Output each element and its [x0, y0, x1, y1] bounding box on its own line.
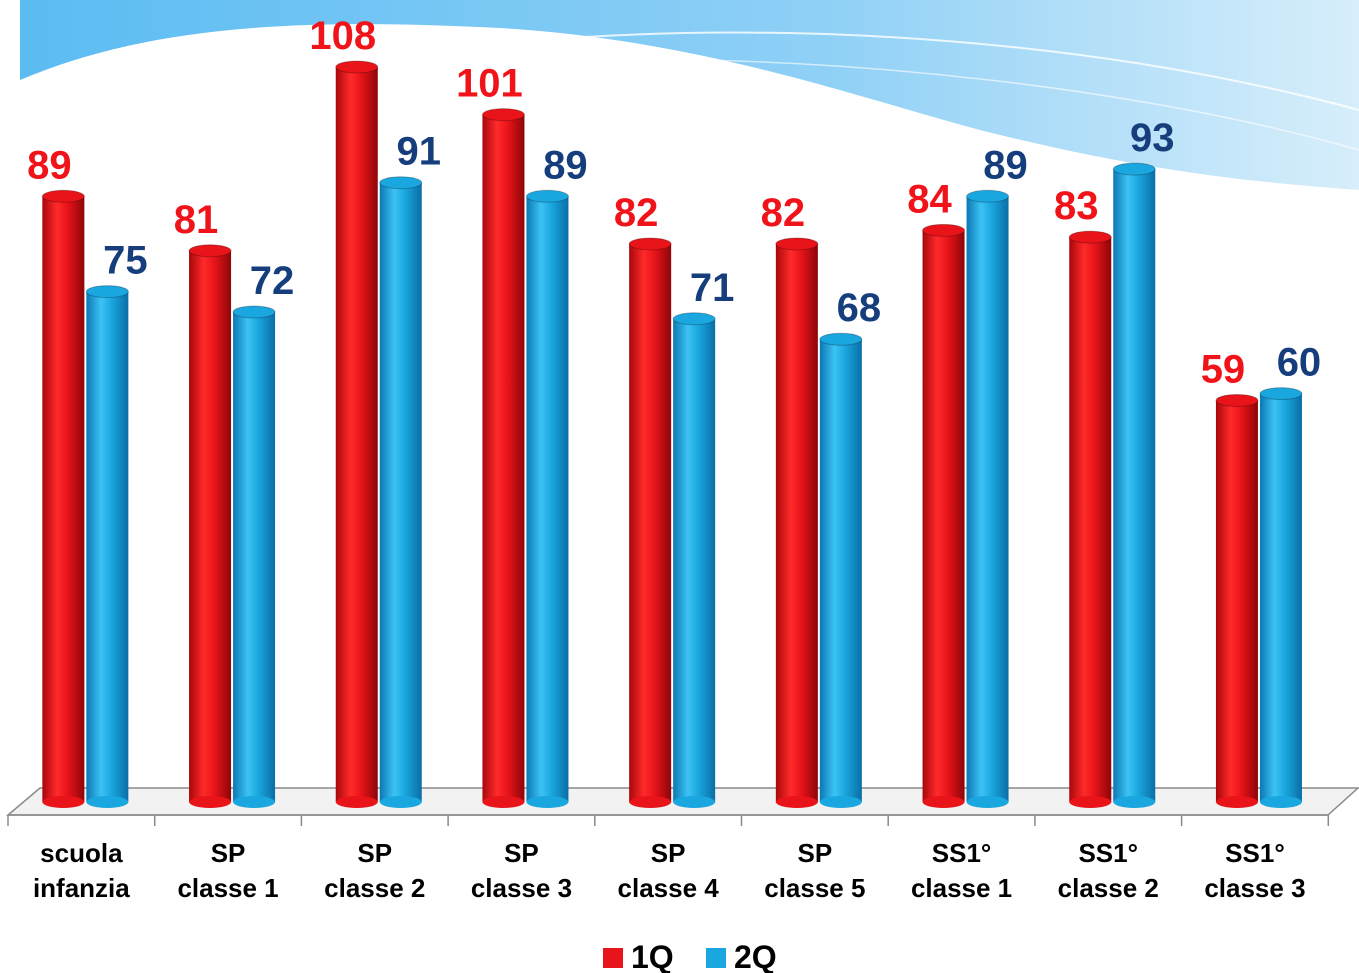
category-label-8: SS1° classe 3	[1204, 838, 1305, 903]
value-label-1Q-8: 59	[1201, 347, 1246, 391]
value-label-2Q-0: 75	[103, 239, 148, 283]
value-label-2Q-1: 72	[250, 259, 295, 303]
bar-1Q-4	[628, 237, 672, 808]
value-label-2Q-8: 60	[1277, 341, 1322, 385]
value-label-1Q-2: 108	[309, 14, 376, 58]
value-label-1Q-6: 84	[907, 177, 952, 221]
bar-2Q-4	[672, 312, 716, 808]
legend-swatch-2Q	[706, 948, 726, 968]
bar-2Q-8	[1259, 387, 1303, 808]
bar-1Q-8	[1215, 393, 1259, 808]
bar-1Q-2	[335, 60, 379, 808]
bar-2Q-2	[379, 176, 423, 808]
value-label-1Q-5: 82	[761, 191, 806, 235]
value-label-1Q-1: 81	[174, 198, 219, 242]
bar-2Q-7	[1112, 162, 1156, 808]
category-label-5: SP classe 5	[764, 838, 865, 903]
background-wave	[20, 0, 1359, 190]
category-label-0: scuola infanzia	[33, 838, 130, 903]
bar-2Q-0	[85, 285, 129, 808]
bar-2Q-1	[232, 305, 276, 808]
value-label-2Q-7: 93	[1130, 116, 1175, 160]
value-label-2Q-4: 71	[690, 266, 735, 310]
legend: 1Q 2Q	[603, 939, 777, 973]
bar-1Q-7	[1068, 230, 1112, 808]
value-label-2Q-5: 68	[837, 286, 882, 330]
value-label-2Q-2: 91	[397, 130, 442, 174]
bar-1Q-6	[922, 223, 966, 808]
labels-layer: 89 75 81 72 108 91 101 89 82 71 82 68 84 89 83 93 59 60	[27, 14, 1321, 391]
legend-label-2Q: 2Q	[734, 939, 777, 973]
category-label-7: SS1° classe 2	[1058, 838, 1159, 903]
category-label-3: SP classe 3	[471, 838, 572, 903]
value-label-2Q-6: 89	[983, 143, 1028, 187]
legend-item-1Q: 1Q	[603, 939, 674, 973]
category-label-1: SP classe 1	[177, 838, 278, 903]
value-label-1Q-4: 82	[614, 191, 659, 235]
value-label-1Q-0: 89	[27, 143, 72, 187]
category-label-6: SS1° classe 1	[911, 838, 1012, 903]
bar-2Q-5	[819, 332, 863, 808]
bar-1Q-1	[188, 244, 232, 808]
bar-1Q-3	[481, 108, 525, 808]
bar-1Q-5	[775, 237, 819, 808]
legend-item-2Q: 2Q	[706, 939, 777, 973]
value-label-1Q-7: 83	[1054, 184, 1099, 228]
bars-layer	[41, 60, 1303, 808]
legend-label-1Q: 1Q	[631, 939, 674, 973]
category-label-4: SP classe 4	[618, 838, 720, 903]
bar-1Q-0	[41, 189, 85, 808]
x-axis: scuola infanzia SP classe 1 SP classe 2 SP clas…	[7, 815, 1330, 903]
value-label-2Q-3: 89	[543, 143, 588, 187]
legend-swatch-1Q	[603, 948, 623, 968]
bar-2Q-3	[525, 189, 569, 808]
bar-2Q-6	[966, 189, 1010, 808]
category-label-2: SP classe 2	[324, 838, 425, 903]
value-label-1Q-3: 101	[456, 62, 523, 106]
